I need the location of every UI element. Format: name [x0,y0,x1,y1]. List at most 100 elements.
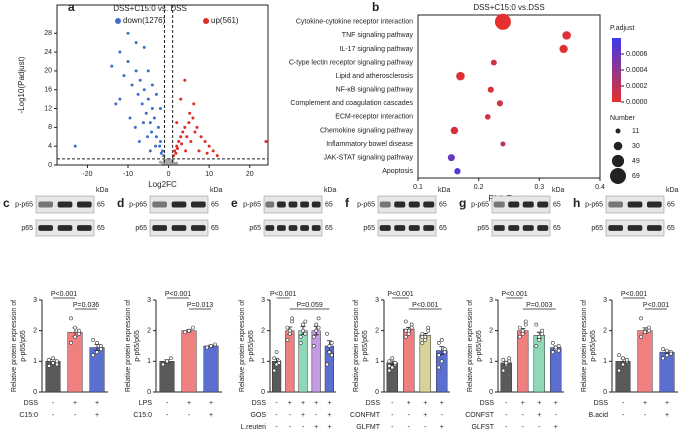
blot-background [491,219,551,237]
blot-unit: kDa [96,187,109,194]
data-point [423,337,428,342]
blot-size-label: 65 [439,201,447,208]
size-legend-dot [611,154,625,168]
y-tick-label: 1 [147,358,151,365]
point [152,116,156,120]
dot [456,71,465,81]
y-tick-label: 0 [375,389,379,396]
blot-band [190,225,206,231]
point [203,139,207,143]
condition-mark: - [74,412,77,419]
point [140,102,144,106]
blot-band [379,201,391,208]
condition-name: DSS [24,400,39,407]
blot-unit: kDa [210,187,223,194]
data-point [311,344,316,348]
y-axis-label: Relative protein expression of [581,300,588,392]
data-point [298,341,303,345]
y-axis-label: p-p65/p65 [476,330,483,362]
point [191,116,195,120]
condition-mark: + [314,400,318,407]
condition-mark: + [407,400,411,407]
blot-band [646,225,662,231]
point [211,149,215,153]
dot [490,59,497,66]
point [161,149,164,153]
blot-background [377,195,437,214]
x-tick-label: -10 [123,171,133,178]
y-tick-label: 0 [603,389,607,396]
condition-mark: + [537,400,541,407]
panel-letter: d [117,196,124,210]
condition-mark: + [423,412,427,419]
blot-band [171,225,187,231]
comparison-label: P<0.001 [621,291,647,298]
data-point [290,319,295,324]
blot-band [300,201,310,208]
point [126,59,130,63]
bar [311,330,321,393]
dot [447,154,455,162]
blot-band [276,201,286,208]
data-point [420,341,425,345]
data-point [393,360,398,365]
y-axis-label: p-p65/p65 [590,330,597,362]
data-point [303,331,308,336]
point [146,97,150,101]
dot [454,168,461,175]
blot-band [646,201,662,208]
point [159,151,163,155]
data-point [520,328,525,333]
condition-name: CONFMT [350,412,381,419]
data-point [191,325,195,330]
data-point [327,350,332,355]
condition-mark: - [391,400,394,407]
data-point [316,316,321,321]
condition-mark: + [554,400,558,407]
data-point [301,328,305,333]
y-tick-label: 16 [44,87,52,94]
data-point [274,350,279,355]
condition-name: CONFST [465,412,495,419]
blot-row-label: p65 [135,225,147,232]
data-point [95,341,99,345]
data-point [285,337,290,342]
data-point [325,331,329,336]
blot-band [276,225,286,231]
condition-mark: + [314,424,318,431]
data-point [390,356,395,361]
point [158,144,162,148]
data-point [504,360,509,365]
blot-band [311,201,321,208]
point [122,74,126,78]
data-point [325,362,329,367]
size-legend-label: 69 [632,173,640,180]
point [195,125,199,129]
data-point [436,341,441,345]
point [215,154,219,158]
point [73,144,77,148]
bar [159,361,175,393]
point [158,139,162,143]
category-label: Inflammatory bowel disease [326,141,413,148]
blot-band [311,225,321,231]
y-tick-label: 20 [44,68,52,75]
dot [500,141,506,147]
blot-band [423,225,435,231]
condition-mark: + [187,400,191,407]
y-tick-label: 3 [603,297,607,304]
blot-row-label: p-p65 [15,201,33,208]
blot-row-label: p-p65 [243,201,261,208]
blot-band [394,201,406,208]
size-legend-dot [610,168,626,184]
data-point [534,322,539,327]
data-point [165,359,169,364]
data-point [556,344,561,348]
condition-name: GLFMT [356,424,380,431]
x-tick-label: 10 [205,171,213,178]
blot-row-label: p-p65 [357,201,375,208]
point [175,144,179,148]
legend-label: up(561) [211,16,239,25]
condition-mark: - [289,424,292,431]
